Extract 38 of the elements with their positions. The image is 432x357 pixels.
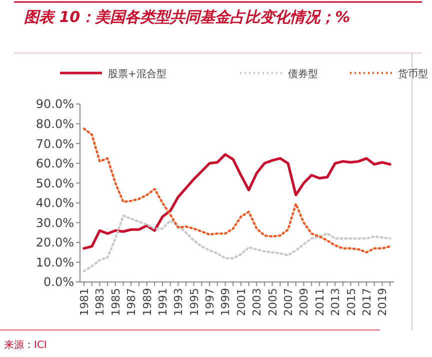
x-tick-label: 1989 <box>140 288 154 316</box>
y-tick-label: 80.0% <box>36 116 74 131</box>
x-tick-label: 2011 <box>313 288 326 316</box>
x-tick-label: 2019 <box>376 288 390 316</box>
x-tick-label: 1997 <box>204 288 217 316</box>
x-tick-label: 1983 <box>94 288 107 316</box>
x-tick-label: 1999 <box>219 288 232 316</box>
line-series <box>82 153 392 250</box>
y-tick-label: 30.0% <box>36 216 74 230</box>
source-note: 来源：ICI <box>4 339 47 351</box>
line-series <box>82 128 392 254</box>
x-tick-label: 2001 <box>234 288 248 316</box>
y-tick-label: 40.0% <box>36 196 74 210</box>
chart-title: 图表 10：美国各类型共同基金占比变化情况；% <box>24 8 350 26</box>
y-tick-label: 90.0% <box>36 97 74 112</box>
y-tick-label: 60.0% <box>36 156 74 171</box>
x-tick-label: 2009 <box>298 288 311 316</box>
x-tick-label: 1995 <box>188 288 201 316</box>
y-tick-label: 0.0% <box>44 275 74 290</box>
y-tick-label: 50.0% <box>36 176 74 190</box>
x-tick-label: 2003 <box>250 288 264 316</box>
x-tick-label: 1991 <box>156 288 170 316</box>
x-tick-label: 2015 <box>344 288 358 316</box>
y-tick-label: 10.0% <box>36 255 74 270</box>
legend-label: 货币型 <box>398 68 428 80</box>
x-tick-label: 2013 <box>329 288 342 316</box>
x-tick-label: 1993 <box>172 288 186 316</box>
x-tick-label: 2005 <box>266 288 280 316</box>
legend-label: 债券型 <box>288 68 318 80</box>
x-tick-label: 1985 <box>109 288 122 316</box>
legend-label: 股票+混合型 <box>108 68 166 80</box>
x-tick-label: 2017 <box>360 288 374 316</box>
line-series <box>82 214 392 272</box>
x-tick-label: 1981 <box>78 288 91 316</box>
y-tick-label: 20.0% <box>36 236 74 250</box>
y-tick-label: 70.0% <box>36 136 74 151</box>
x-tick-label: 1987 <box>125 288 138 316</box>
x-tick-label: 2007 <box>282 288 295 316</box>
